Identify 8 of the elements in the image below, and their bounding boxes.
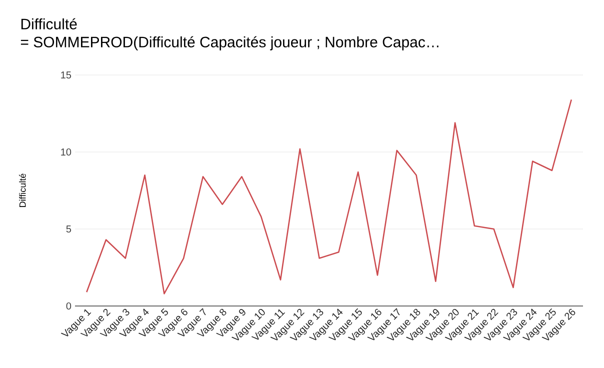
y-tick-label: 0	[66, 302, 72, 310]
y-axis-title: Difficulté	[19, 174, 26, 207]
line-series	[86, 98, 572, 294]
y-tick-label: 15	[61, 72, 72, 78]
y-tick-label: 10	[61, 148, 72, 156]
chart-title: Difficulté	[21, 18, 77, 30]
chart-subtitle: = SOMMEPROD(Difficulté Capacités joueur ; Nombre Capac…	[20, 36, 438, 50]
y-tick-label: 5	[66, 226, 72, 232]
